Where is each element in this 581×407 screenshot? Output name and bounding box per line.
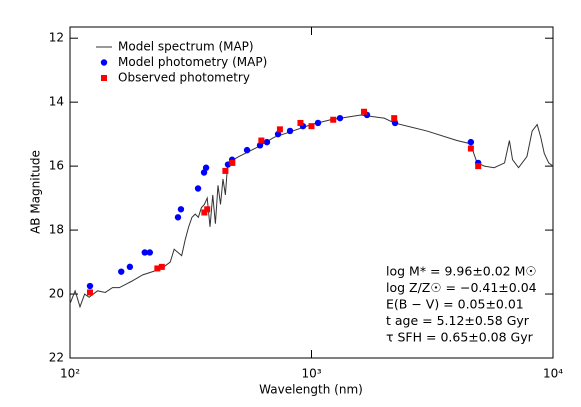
model-point bbox=[467, 138, 475, 146]
legend-square bbox=[101, 75, 107, 81]
observed-point bbox=[204, 206, 211, 213]
model-point bbox=[314, 119, 322, 127]
x-tick-label: 10⁴ bbox=[543, 367, 563, 381]
spectrum-line bbox=[69, 114, 554, 309]
legend-label: Observed photometry bbox=[118, 71, 250, 85]
y-tick-label: 12 bbox=[49, 31, 64, 45]
observed-point bbox=[154, 265, 161, 272]
observed-point bbox=[475, 163, 482, 170]
model-point bbox=[86, 282, 94, 290]
model-point bbox=[274, 130, 282, 138]
observed-point bbox=[229, 159, 236, 166]
fit-annotation: log Z/Z☉ = −0.41±0.04 bbox=[386, 280, 537, 295]
x-tick-label: 10² bbox=[60, 367, 80, 381]
observed-point bbox=[297, 119, 304, 126]
observed-point bbox=[330, 116, 337, 123]
legend-label: Model spectrum (MAP) bbox=[118, 40, 254, 54]
model-point bbox=[263, 138, 271, 146]
model-point bbox=[256, 142, 264, 149]
legend-label: Model photometry (MAP) bbox=[118, 55, 267, 69]
observed-point bbox=[201, 209, 208, 216]
model-point bbox=[141, 249, 148, 256]
y-axis-label: AB Magnitude bbox=[29, 150, 43, 234]
x-tick-label: 10³ bbox=[301, 367, 321, 381]
fit-annotation: t age = 5.12±0.58 Gyr bbox=[386, 313, 530, 328]
model-point bbox=[118, 268, 125, 275]
observed-point bbox=[86, 289, 93, 296]
model-point bbox=[200, 169, 208, 176]
model-point bbox=[391, 119, 399, 127]
observed-point bbox=[308, 123, 315, 130]
observed-point bbox=[361, 108, 368, 115]
model-point bbox=[126, 263, 134, 271]
y-tick-label: 18 bbox=[49, 223, 64, 237]
fit-annotation: log M* = 9.96±0.02 M☉ bbox=[386, 264, 537, 279]
x-axis-label: Wavelength (nm) bbox=[259, 383, 363, 397]
y-tick-label: 16 bbox=[49, 159, 64, 173]
y-tick-label: 20 bbox=[49, 287, 64, 301]
observed-point bbox=[276, 126, 283, 133]
model-point bbox=[336, 114, 344, 122]
model-point bbox=[146, 249, 153, 256]
observed-point bbox=[158, 263, 165, 270]
observed-point bbox=[467, 145, 474, 152]
model-point bbox=[243, 146, 251, 154]
y-tick-label: 14 bbox=[49, 95, 64, 109]
observed-point bbox=[258, 137, 265, 144]
observed-point bbox=[391, 115, 398, 122]
fit-annotation: τ SFH = 0.65±0.08 Gyr bbox=[386, 330, 534, 345]
model-point bbox=[194, 185, 202, 192]
model-point bbox=[202, 164, 210, 171]
observed-point bbox=[222, 167, 229, 174]
model-point bbox=[286, 127, 294, 135]
model-point bbox=[177, 206, 185, 213]
y-tick-label: 22 bbox=[49, 351, 64, 365]
fit-annotation: E(B − V) = 0.05±0.01 bbox=[386, 297, 524, 312]
legend-circle bbox=[100, 59, 108, 66]
model-point bbox=[174, 214, 182, 221]
